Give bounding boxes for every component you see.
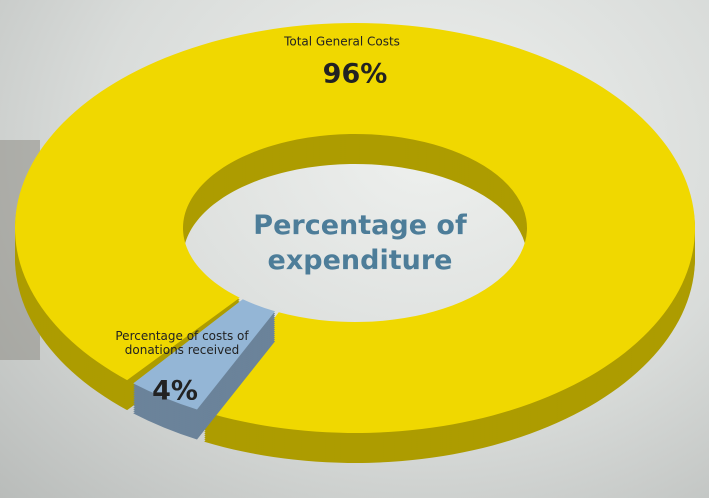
value-label: 96% — [323, 59, 388, 90]
slice — [133, 299, 276, 410]
slice-label: Percentage of costs of donations received — [115, 329, 249, 357]
slice — [14, 22, 695, 434]
value-label: 4% — [152, 376, 198, 407]
chart-title: Percentage of expenditure — [253, 210, 467, 276]
slice-label: Total General Costs — [283, 35, 400, 49]
